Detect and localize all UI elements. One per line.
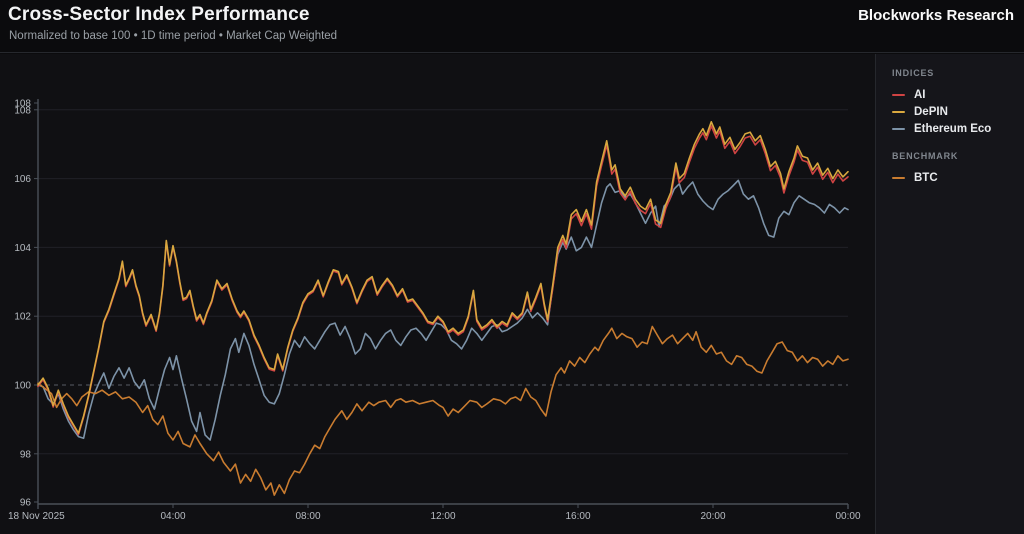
legend-item-label: BTC xyxy=(914,172,938,184)
y-tick-label: 104 xyxy=(14,243,31,254)
x-axis-date-label: 18 Nov 2025 xyxy=(8,511,65,522)
legend-item-label: Ethereum Eco xyxy=(914,123,992,135)
series-line-btc[interactable] xyxy=(37,325,849,496)
chart-area[interactable]: 108 108 106 104 102 100 98 96 04:00 08:00 12:00 16:… xyxy=(0,54,875,534)
legend-item-ai[interactable]: AI xyxy=(892,87,1024,103)
x-tick-label: 04:00 xyxy=(160,511,185,522)
legend-item-label: AI xyxy=(914,89,926,101)
y-tick-label: 102 xyxy=(14,312,31,323)
y-tick-label: 106 xyxy=(14,174,31,185)
series-line-depin[interactable] xyxy=(37,121,849,435)
y-tick-label: 96 xyxy=(20,498,32,509)
brand-logo: Blockworks Research xyxy=(858,7,1014,24)
legend-benchmark-header: BENCHMARK xyxy=(892,151,959,161)
legend-panel: INDICES AI DePIN Ethereum Eco BENCHMARK … xyxy=(875,54,1024,534)
page-title: Cross-Sector Index Performance xyxy=(8,4,310,25)
legend-item-btc[interactable]: BTC xyxy=(892,170,1024,186)
legend-swatch-icon xyxy=(892,128,905,130)
legend-swatch-icon xyxy=(892,177,905,179)
x-tick-label: 12:00 xyxy=(430,511,455,522)
x-tick-label: 08:00 xyxy=(295,511,320,522)
y-tick-label: 100 xyxy=(14,381,31,392)
legend-swatch-icon xyxy=(892,94,905,96)
y-tick-label: 98 xyxy=(20,449,32,460)
series-line-ethereum-eco[interactable] xyxy=(37,179,849,441)
x-tick-label: 20:00 xyxy=(700,511,725,522)
header: Cross-Sector Index Performance Normalize… xyxy=(0,0,1024,53)
legend-swatch-icon xyxy=(892,111,905,113)
x-tick-label: 00:00 xyxy=(835,511,860,522)
legend-item-ethereum-eco[interactable]: Ethereum Eco xyxy=(892,121,1024,137)
legend-item-label: DePIN xyxy=(914,106,948,118)
legend-item-depin[interactable]: DePIN xyxy=(892,104,1024,120)
y-tick-label: 108 xyxy=(14,105,31,116)
legend-indices-header: INDICES xyxy=(892,68,935,78)
page-subtitle: Normalized to base 100 • 1D time period … xyxy=(9,30,338,42)
x-tick-label: 16:00 xyxy=(565,511,590,522)
y-tick-label: 108 xyxy=(14,99,31,110)
